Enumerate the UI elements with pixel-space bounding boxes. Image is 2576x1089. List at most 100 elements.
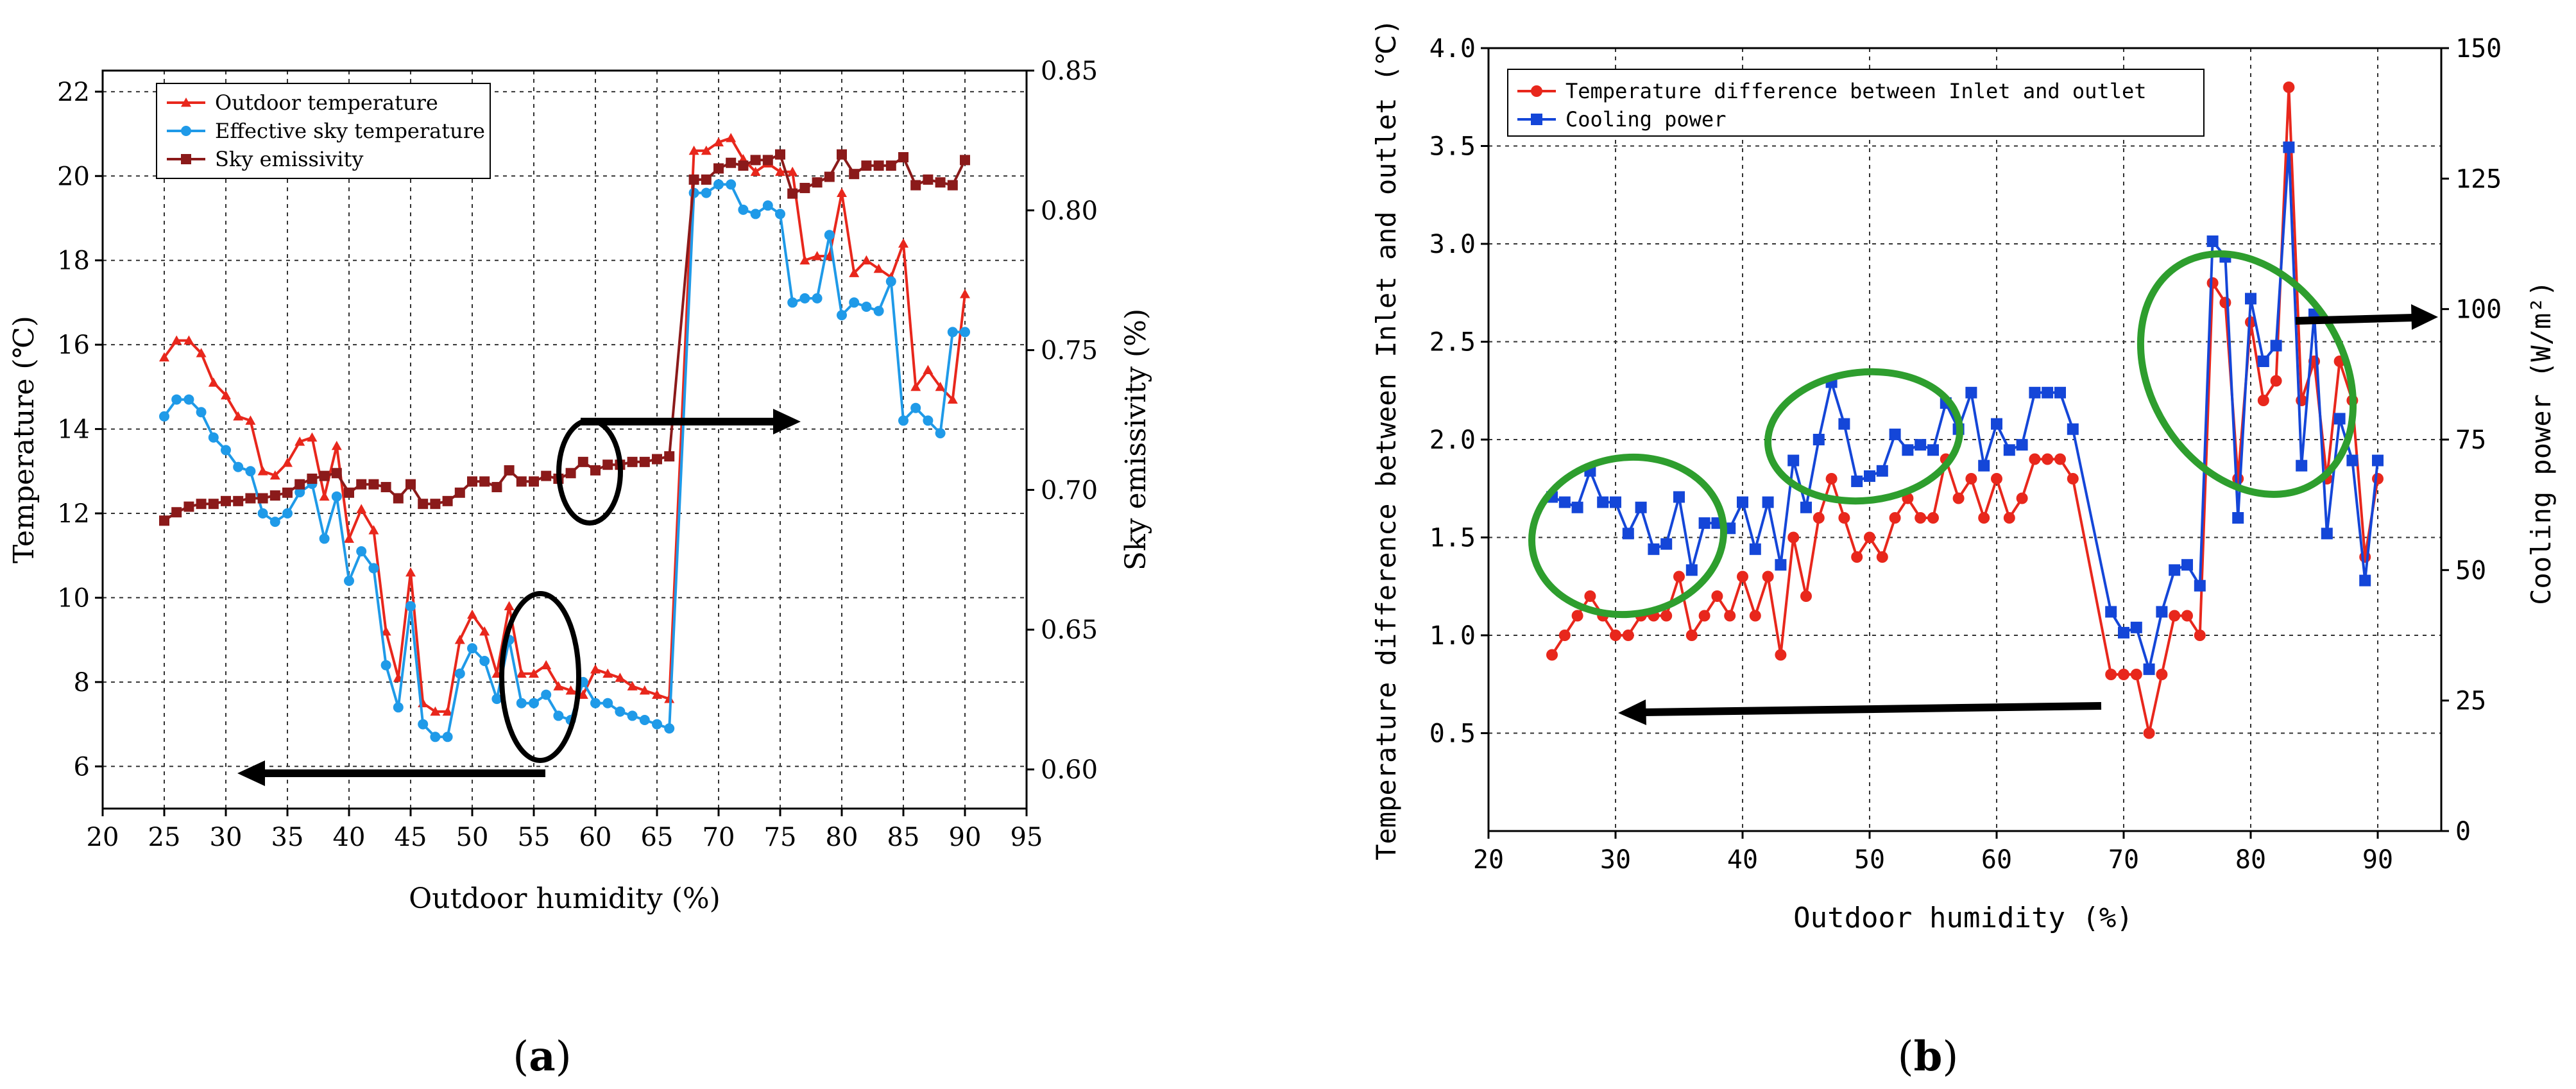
y-right-tick-label: 125 (2455, 164, 2502, 194)
x-tick-label: 40 (333, 823, 366, 852)
data-point (1889, 512, 1901, 524)
chart-b-series (1546, 81, 2384, 739)
data-point (1813, 512, 1825, 524)
data-point (2118, 626, 2129, 639)
series-line (163, 136, 966, 713)
y-right-tick-label: 0.65 (1041, 615, 1098, 645)
data-point (356, 546, 367, 557)
data-point (627, 710, 638, 721)
data-point (2270, 375, 2282, 387)
data-point (1800, 501, 1812, 513)
data-point (1558, 630, 1571, 641)
data-point (368, 525, 379, 535)
data-point (159, 352, 169, 362)
data-point (910, 180, 921, 191)
legend-label: Effective sky temperature (215, 119, 485, 143)
series-sky-emissivity (159, 149, 970, 526)
data-point (479, 476, 490, 487)
data-point (331, 440, 342, 450)
chart-a-legend-item-emissivity: Sky emissivity (167, 147, 363, 171)
data-point (935, 381, 946, 391)
data-point (1571, 610, 1583, 622)
data-point (713, 163, 724, 174)
data-point (2016, 492, 2028, 504)
data-point (2194, 630, 2206, 641)
y-tick-label: 1.0 (1429, 621, 1476, 651)
data-point (1762, 496, 1774, 508)
series-effective-sky-temperature (159, 179, 970, 742)
data-point (282, 458, 293, 467)
data-point (2232, 512, 2244, 524)
data-point (196, 499, 207, 510)
data-point (799, 293, 810, 304)
data-point (652, 454, 662, 465)
data-point (2067, 423, 2079, 435)
data-point (565, 685, 576, 695)
data-point (196, 407, 207, 418)
data-point (639, 685, 650, 695)
data-point (1724, 610, 1736, 622)
data-point (282, 508, 293, 519)
data-point (430, 732, 441, 742)
data-point (504, 465, 515, 476)
data-point (344, 533, 354, 543)
data-point (2333, 413, 2346, 425)
data-point (1762, 570, 1774, 583)
data-point (2130, 669, 2142, 680)
data-point (664, 694, 675, 703)
data-point (775, 166, 785, 176)
x-tick-label: 60 (579, 823, 612, 852)
data-point (1698, 517, 1710, 529)
data-point (947, 180, 958, 191)
data-point (1851, 551, 1863, 563)
x-tick-label: 85 (887, 823, 920, 852)
data-point (269, 517, 280, 527)
data-point (923, 174, 934, 185)
data-point (837, 149, 847, 160)
data-point (405, 601, 416, 612)
y-right-tick-label: 75 (2455, 425, 2486, 455)
data-point (2054, 386, 2066, 399)
data-point (787, 297, 798, 308)
legend-marker (1531, 114, 1542, 125)
data-point (380, 660, 391, 671)
chart-a-ticks: 20 25 30 35 40 45 50 55 60 65 70 75 80 85 90 95 6 8 10 12 14… (57, 56, 1098, 852)
data-point (245, 466, 256, 477)
y-right-tick-label: 25 (2455, 687, 2486, 716)
chart-b-ylabel-right-text: Cooling power (W/m²) (2525, 280, 2557, 605)
data-point (2029, 453, 2041, 465)
data-point (1889, 428, 1901, 440)
data-point (1991, 418, 2002, 430)
data-point (1597, 496, 1609, 508)
data-point (294, 479, 305, 490)
data-point (627, 681, 638, 690)
data-point (824, 230, 835, 241)
data-point (1558, 496, 1571, 508)
legend-label: Cooling power (1565, 107, 1726, 132)
data-point (713, 179, 724, 190)
chart-a-arrowhead-left (237, 760, 265, 786)
y-right-tick-label: 0.85 (1041, 56, 1098, 86)
data-point (442, 495, 453, 506)
y-tick-label: 4.0 (1429, 34, 1476, 64)
data-point (762, 200, 773, 211)
data-point (787, 166, 798, 176)
chart-b: 20 30 40 50 60 70 80 90 0.5 1.0 1.5 2.0 2.5 3.0 3.5 4.0… (1370, 19, 2557, 1081)
data-point (1648, 543, 1660, 555)
y-right-tick-label: 0.80 (1041, 196, 1098, 226)
data-point (467, 476, 477, 487)
data-point (269, 470, 280, 480)
data-point (2206, 277, 2219, 289)
y-tick-label: 18 (57, 246, 90, 276)
data-point (2016, 439, 2028, 451)
y-tick-label: 22 (57, 78, 90, 107)
chart-b-ylabel: Temperature difference between Inlet and… (1370, 19, 1402, 860)
y-right-tick-label: 100 (2455, 295, 2502, 325)
chart-a-plot-frame (101, 69, 1028, 810)
data-point (529, 668, 539, 678)
data-point (775, 209, 785, 219)
y-tick-label: 0.5 (1429, 719, 1476, 749)
data-point (319, 491, 330, 501)
y-right-tick-label: 0 (2455, 817, 2471, 846)
y-tick-label: 2.0 (1429, 425, 1476, 455)
